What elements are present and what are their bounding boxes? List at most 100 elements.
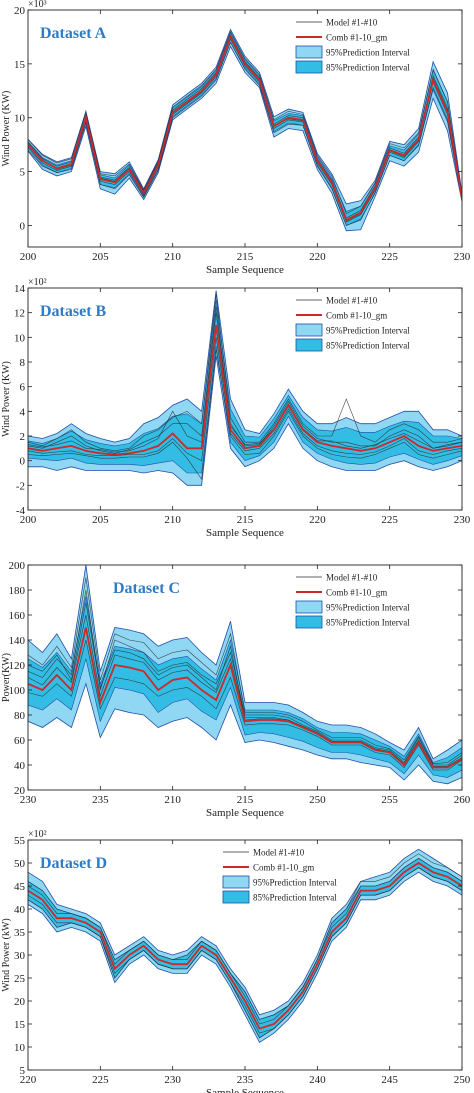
y-tick-label: 8 [20, 357, 26, 369]
model-series-line [28, 41, 462, 226]
y-tick-label: 120 [9, 660, 26, 672]
y-tick-label: 0 [20, 456, 26, 468]
x-tick-label: 225 [92, 1074, 109, 1086]
x-tick-label: 205 [92, 251, 109, 263]
y-tick-label: 10 [14, 1042, 26, 1054]
legend-label: Model #1-#10 [253, 848, 305, 858]
x-tick-label: 240 [309, 1074, 326, 1086]
legend-swatch-85 [295, 60, 323, 74]
legend-label: Model #1-#10 [326, 18, 378, 28]
y-tick-label: 35 [14, 927, 26, 939]
legend-label: 85%Prediction Interval [326, 341, 410, 351]
x-tick-label: 230 [454, 251, 471, 263]
y-tick-label: 5 [20, 1065, 26, 1077]
y-tick-label: 140 [9, 635, 26, 647]
chart-title: Dataset D [40, 855, 107, 872]
y-tick-label: 40 [14, 760, 26, 772]
legend-swatch-95 [222, 875, 250, 889]
y-axis-label: Power(KW) [1, 653, 12, 702]
y-scale-factor: ×10² [28, 277, 47, 288]
x-tick-label: 235 [237, 1074, 254, 1086]
y-tick-label: 25 [14, 973, 26, 985]
x-tick-label: 225 [381, 251, 398, 263]
legend-label: Comb #1-10_gm [253, 863, 314, 873]
comb-series-line [28, 324, 462, 456]
comb-series-line [28, 627, 462, 769]
x-tick-label: 215 [237, 514, 254, 526]
legend-swatch-85 [295, 615, 323, 629]
model-series-line [28, 853, 462, 1020]
chart-panel: 230 235 210 215 250 255 260 20 40 60 80 100 120 140 16… [1, 560, 471, 819]
comb-series-line [28, 861, 462, 1030]
model-series-line [28, 30, 462, 215]
y-tick-label: 20 [14, 5, 26, 17]
y-scale-factor: ×10³ [28, 0, 47, 10]
y-tick-label: 15 [14, 59, 26, 71]
x-tick-label: 210 [164, 794, 181, 806]
y-tick-label: 0 [20, 220, 26, 232]
y-tick-label: 4 [20, 406, 26, 418]
x-tick-label: 250 [454, 1074, 471, 1086]
x-tick-label: 230 [20, 794, 37, 806]
x-tick-label: 260 [454, 794, 471, 806]
model-series-line [28, 306, 462, 454]
y-scale-factor: ×10² [28, 829, 47, 840]
model-series-line [28, 867, 462, 1039]
y-tick-label: 55 [14, 835, 26, 847]
legend-label: Model #1-#10 [326, 296, 378, 306]
model-series-line [28, 577, 462, 765]
y-tick-label: 14 [14, 283, 26, 295]
y-tick-label: 20 [14, 785, 26, 797]
legend: Model #1-#10 Comb #1-10_gm 95%Prediction I… [295, 573, 410, 629]
y-tick-label: 6 [20, 382, 26, 394]
plot-area [28, 565, 462, 785]
x-tick-label: 210 [164, 514, 181, 526]
x-axis-label: Sample Sequence [206, 807, 284, 819]
y-tick-label: 20 [14, 996, 26, 1008]
y-tick-label: 5 [20, 167, 26, 179]
legend-label: Comb #1-10_gm [326, 33, 387, 43]
y-tick-label: -4 [16, 505, 26, 517]
model-series-line [28, 337, 462, 462]
x-tick-label: 220 [20, 1074, 37, 1086]
legend-label: Model #1-#10 [326, 573, 378, 583]
x-tick-label: 200 [20, 251, 37, 263]
y-tick-label: 10 [14, 113, 26, 125]
y-tick-label: 30 [14, 950, 26, 962]
x-axis-label: Sample Sequence [206, 527, 284, 539]
x-tick-label: 250 [309, 794, 326, 806]
plot-area [28, 28, 462, 232]
x-tick-label: 205 [92, 514, 109, 526]
y-tick-label: 12 [14, 308, 25, 320]
axes-box [27, 287, 463, 511]
legend: Model #1-#10 Comb #1-10_gm 95%Prediction I… [295, 18, 410, 74]
y-axis-label: Wind Power (KW) [1, 91, 12, 167]
y-tick-label: 100 [9, 685, 26, 697]
y-tick-label: 15 [14, 1019, 26, 1031]
x-tick-label: 210 [164, 251, 181, 263]
y-tick-label: 50 [14, 858, 26, 870]
legend-label: 85%Prediction Interval [253, 893, 337, 903]
chart-title: Dataset B [40, 303, 107, 320]
legend-label: 95%Prediction Interval [326, 326, 410, 336]
x-tick-label: 245 [381, 1074, 398, 1086]
x-tick-label: 215 [237, 251, 254, 263]
y-tick-label: 10 [14, 332, 26, 344]
x-axis-label: Sample Sequence [206, 264, 284, 276]
band-85-interval [28, 596, 462, 778]
legend: Model #1-#10 Comb #1-10_gm 95%Prediction I… [222, 848, 337, 904]
legend-label: Comb #1-10_gm [326, 311, 387, 321]
model-series-line [28, 349, 462, 481]
chart-panel: 200 205 210 215 220 225 230 -4 -2 0 2 4 6 8 10 12 14 Samp… [1, 277, 471, 539]
band-95-interval [28, 565, 462, 785]
legend-swatch-85 [295, 338, 323, 352]
y-tick-label: 60 [14, 735, 26, 747]
y-tick-label: 45 [14, 881, 26, 893]
legend-label: 85%Prediction Interval [326, 618, 410, 628]
legend-swatch-95 [295, 45, 323, 59]
legend-swatch-95 [295, 323, 323, 337]
x-tick-label: 220 [309, 514, 326, 526]
legend-label: 95%Prediction Interval [326, 48, 410, 58]
comb-series-line [28, 34, 462, 222]
